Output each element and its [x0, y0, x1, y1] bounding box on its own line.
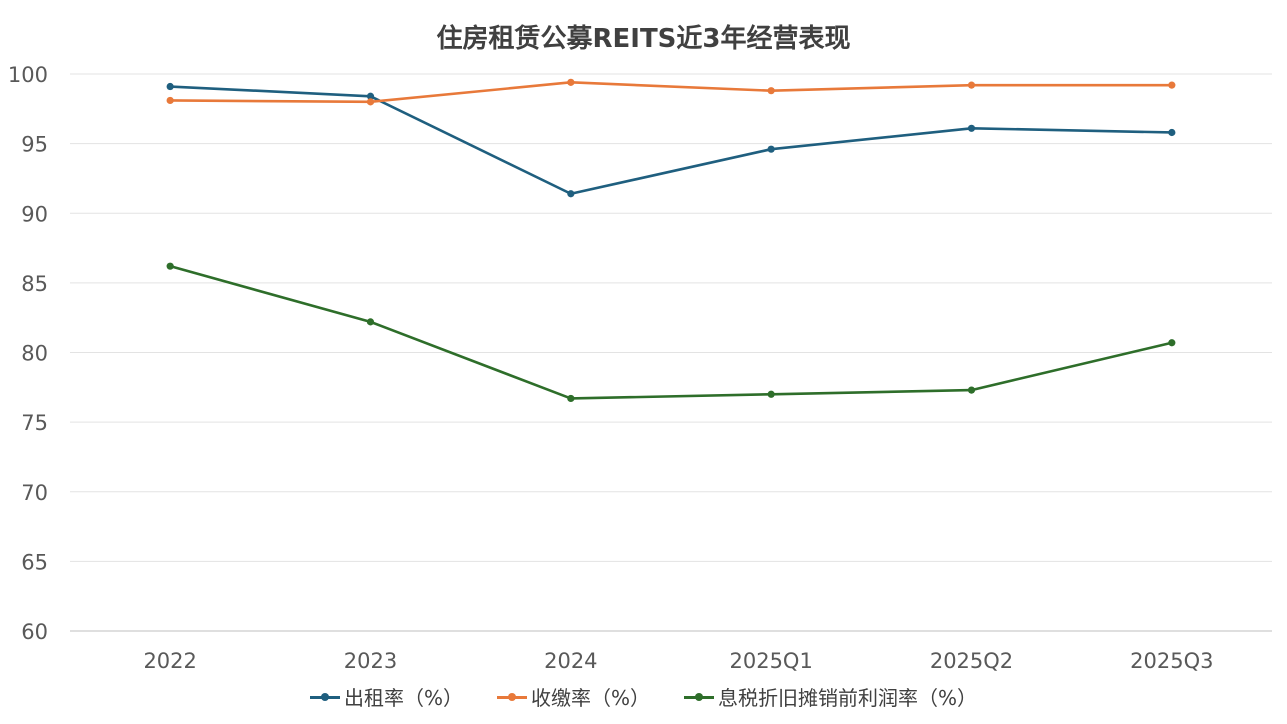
legend: 出租率（%） 收缴率（%） 息税折旧摊销前利润率（%）	[0, 682, 1287, 711]
legend-label-collection: 收缴率（%）	[530, 686, 650, 710]
data-point	[1168, 339, 1176, 347]
data-point	[967, 81, 976, 89]
data-point	[366, 98, 375, 106]
legend-item-ebitda-margin: 息税折旧摊销前利润率（%）	[684, 682, 977, 711]
legend-label-ebitda-margin: 息税折旧摊销前利润率（%）	[718, 686, 978, 710]
y-tick-label: 80	[21, 342, 48, 366]
y-tick-label: 70	[21, 481, 48, 505]
legend-item-collection: 收缴率（%）	[496, 682, 650, 711]
x-tick-label: 2025Q2	[930, 649, 1013, 673]
legend-item-occupancy: 出租率（%）	[309, 682, 463, 711]
y-tick-label: 90	[21, 202, 48, 226]
data-point	[166, 262, 174, 270]
x-tick-label: 2023	[344, 649, 397, 673]
y-tick-label: 85	[21, 272, 48, 296]
legend-swatch-occupancy	[309, 689, 340, 705]
data-point	[967, 124, 976, 132]
x-tick-label: 2025Q1	[729, 649, 812, 673]
data-point	[967, 386, 976, 394]
y-tick-label: 65	[21, 550, 48, 574]
data-point	[767, 145, 775, 153]
x-tick-label: 2024	[544, 649, 597, 673]
y-tick-label: 60	[21, 620, 48, 644]
data-point	[567, 394, 575, 403]
x-tick-label: 2022	[143, 649, 196, 673]
data-point	[366, 92, 375, 100]
data-point	[767, 390, 775, 398]
legend-swatch-collection	[496, 689, 527, 705]
x-axis-ticks: 2022 2023 2024 2025Q1 2025Q2 2025Q3	[143, 649, 1213, 673]
data-point	[767, 87, 775, 95]
series-0	[166, 82, 1176, 198]
data-point	[166, 96, 174, 105]
series-1	[166, 78, 1176, 106]
chart-title: 住房租赁公募REITS近3年经营表现	[436, 24, 851, 54]
x-tick-label: 2025Q3	[1130, 649, 1213, 673]
series-2	[166, 262, 1176, 403]
data-point	[1168, 81, 1176, 89]
series-lines	[166, 78, 1176, 403]
data-point	[1168, 128, 1176, 137]
legend-label-occupancy: 出租率（%）	[343, 686, 463, 710]
data-point	[166, 82, 174, 91]
y-tick-label: 75	[21, 411, 48, 435]
series-line	[170, 85, 1172, 196]
data-point	[567, 78, 575, 86]
y-tick-label: 100	[8, 63, 48, 87]
series-line	[169, 264, 1173, 400]
gridlines	[70, 73, 1272, 632]
y-tick-label: 95	[21, 133, 48, 157]
series-line	[170, 81, 1172, 104]
y-axis-ticks: 60 65 70 75 80 85 90 95 100	[8, 63, 48, 644]
data-point	[567, 190, 575, 198]
data-point	[366, 318, 375, 326]
legend-swatch-ebitda-margin	[684, 689, 714, 705]
